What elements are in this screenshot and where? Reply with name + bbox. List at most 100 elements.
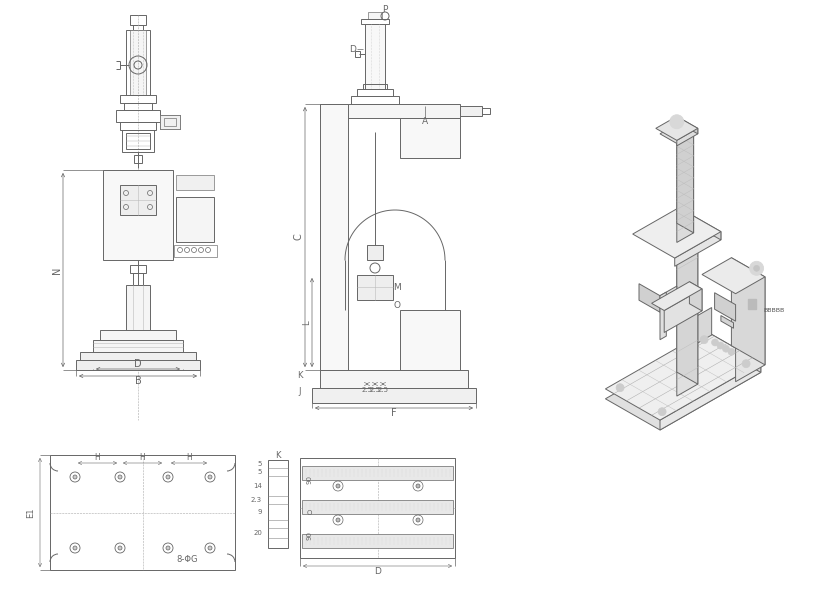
Bar [174, 245, 217, 257]
Bar [80, 352, 196, 364]
Circle shape [166, 475, 170, 479]
Bar [268, 460, 288, 548]
Polygon shape [656, 116, 698, 140]
Bar [120, 95, 156, 103]
Text: 2.5: 2.5 [370, 387, 381, 393]
Polygon shape [677, 116, 698, 134]
Circle shape [753, 265, 759, 272]
Polygon shape [715, 293, 736, 321]
Bar [302, 466, 453, 480]
Bar [460, 106, 482, 116]
Bar [134, 155, 142, 163]
Text: B: B [134, 376, 141, 386]
Text: K: K [276, 452, 281, 461]
Polygon shape [660, 124, 694, 143]
Text: 5: 5 [258, 461, 262, 467]
Text: 9: 9 [258, 509, 262, 515]
Text: O: O [393, 300, 401, 309]
Bar [176, 175, 214, 190]
Circle shape [717, 342, 724, 349]
Bar [133, 25, 143, 30]
Bar [50, 455, 235, 570]
Bar [122, 130, 154, 152]
Polygon shape [664, 289, 702, 332]
Text: O: O [307, 510, 312, 516]
Bar [351, 96, 399, 104]
Bar [116, 110, 160, 122]
Bar [367, 245, 383, 260]
Text: J: J [299, 388, 302, 397]
Bar [368, 12, 382, 19]
Text: M: M [393, 282, 401, 291]
Polygon shape [633, 208, 721, 258]
Text: P: P [382, 4, 388, 13]
Circle shape [118, 546, 122, 550]
Bar [103, 170, 173, 260]
Bar [120, 122, 156, 130]
Bar [126, 133, 150, 149]
Polygon shape [660, 362, 761, 430]
Bar [748, 299, 756, 309]
Polygon shape [677, 128, 698, 146]
Bar [130, 265, 146, 273]
Circle shape [669, 115, 684, 129]
Polygon shape [660, 292, 666, 340]
Bar [482, 108, 490, 114]
Circle shape [416, 518, 420, 522]
Text: 2.5: 2.5 [377, 387, 388, 393]
Bar [76, 360, 200, 370]
Polygon shape [656, 229, 698, 253]
Circle shape [728, 349, 735, 355]
Bar [320, 104, 460, 118]
Text: K: K [297, 370, 302, 379]
Polygon shape [677, 134, 694, 243]
Circle shape [118, 475, 122, 479]
Bar [176, 197, 214, 242]
Bar [357, 89, 393, 96]
Text: H: H [186, 453, 192, 462]
Text: 8-ΦG: 8-ΦG [176, 556, 198, 565]
Polygon shape [660, 286, 677, 312]
Polygon shape [677, 229, 698, 384]
Circle shape [416, 484, 420, 488]
Text: L: L [302, 320, 312, 325]
Bar [120, 185, 156, 215]
Polygon shape [677, 124, 694, 233]
Text: 90: 90 [306, 532, 312, 541]
Bar [400, 118, 460, 158]
Bar [164, 118, 176, 126]
Polygon shape [606, 331, 761, 420]
Circle shape [73, 475, 77, 479]
Text: H: H [139, 453, 145, 462]
Bar [126, 30, 150, 95]
Bar [126, 285, 150, 330]
Text: 20: 20 [253, 530, 262, 536]
Bar [361, 19, 389, 24]
Text: 90: 90 [306, 476, 312, 485]
Bar [160, 115, 180, 129]
Polygon shape [652, 282, 702, 311]
Bar [363, 84, 387, 89]
Text: 2.5: 2.5 [361, 387, 372, 393]
Circle shape [208, 546, 212, 550]
Text: D: D [374, 568, 381, 577]
Text: N: N [52, 266, 62, 274]
Bar [400, 310, 460, 370]
Text: D: D [134, 359, 142, 369]
Bar [100, 330, 176, 340]
Circle shape [208, 475, 212, 479]
Polygon shape [690, 308, 711, 347]
Bar [357, 275, 393, 300]
Bar [302, 500, 453, 514]
Text: E1: E1 [27, 507, 35, 518]
Polygon shape [721, 315, 733, 328]
Polygon shape [679, 208, 721, 240]
Circle shape [336, 518, 340, 522]
Text: H: H [95, 453, 100, 462]
Circle shape [166, 546, 170, 550]
Circle shape [658, 408, 666, 416]
Text: 2.3: 2.3 [251, 497, 262, 503]
Bar [130, 30, 146, 95]
Polygon shape [606, 341, 761, 430]
Polygon shape [639, 284, 660, 312]
